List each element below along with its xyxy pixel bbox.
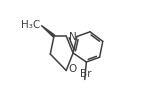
Text: O: O — [69, 64, 77, 74]
Polygon shape — [41, 25, 55, 37]
Text: H₃C: H₃C — [21, 20, 40, 30]
Text: N: N — [69, 32, 77, 42]
Text: Br: Br — [80, 69, 91, 79]
